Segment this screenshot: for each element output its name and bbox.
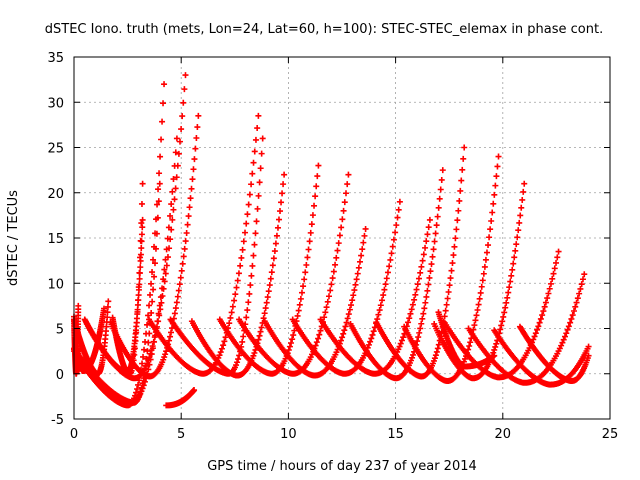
- series-arc: [289, 198, 403, 377]
- y-tick-label: 30: [47, 96, 64, 111]
- point-markers: [465, 271, 588, 386]
- y-tick-label: 10: [47, 277, 64, 292]
- y-tick-label: 25: [47, 142, 64, 157]
- point-markers: [81, 180, 146, 377]
- point-markers: [216, 162, 322, 377]
- series-arc: [516, 323, 592, 384]
- data-series: [71, 72, 592, 409]
- series-arc: [81, 180, 146, 377]
- point-markers: [261, 225, 369, 379]
- point-markers: [163, 387, 198, 409]
- x-tick-label: 15: [387, 427, 404, 442]
- series-arc: [236, 171, 352, 377]
- y-tick-label: 15: [47, 232, 64, 247]
- y-tick-label: 5: [56, 323, 64, 338]
- series-arc: [435, 309, 498, 370]
- point-markers: [146, 112, 262, 377]
- point-markers: [516, 323, 592, 384]
- x-tick-label: 10: [280, 427, 297, 442]
- series-arc: [373, 144, 468, 380]
- x-axis-ticks: 0 5 10 15 20 25: [70, 57, 618, 442]
- series-arc: [347, 167, 446, 382]
- x-tick-label: 20: [495, 427, 512, 442]
- point-markers: [347, 167, 446, 382]
- y-tick-label: 20: [47, 187, 64, 202]
- y-tick-label: 35: [47, 51, 64, 66]
- series-arc: [107, 112, 202, 380]
- x-tick-label: 0: [70, 427, 78, 442]
- series-arc: [465, 271, 588, 386]
- point-markers: [289, 198, 403, 377]
- series-arc: [216, 162, 322, 377]
- y-tick-label: 0: [56, 368, 64, 383]
- point-markers: [435, 309, 498, 370]
- series-arc: [431, 180, 528, 382]
- point-markers: [107, 112, 202, 380]
- y-tick-label: -5: [51, 413, 64, 428]
- series-arc: [163, 387, 198, 409]
- grid: [74, 57, 610, 419]
- x-tick-label: 25: [602, 427, 619, 442]
- point-markers: [188, 171, 288, 379]
- chart-title: dSTEC Iono. truth (mets, Lon=24, Lat=60,…: [45, 22, 603, 37]
- y-axis-label: dSTEC / TECUs: [6, 190, 21, 286]
- x-tick-label: 5: [177, 427, 185, 442]
- series-arc: [188, 171, 288, 379]
- point-markers: [431, 180, 528, 382]
- y-axis-ticks: -5 0 5 10 15 20 25 30 35: [47, 51, 610, 428]
- series-arc: [261, 225, 369, 379]
- series-arc: [146, 112, 262, 377]
- point-markers: [373, 144, 468, 380]
- x-axis-label: GPS time / hours of day 237 of year 2014: [207, 459, 477, 474]
- point-markers: [236, 171, 352, 377]
